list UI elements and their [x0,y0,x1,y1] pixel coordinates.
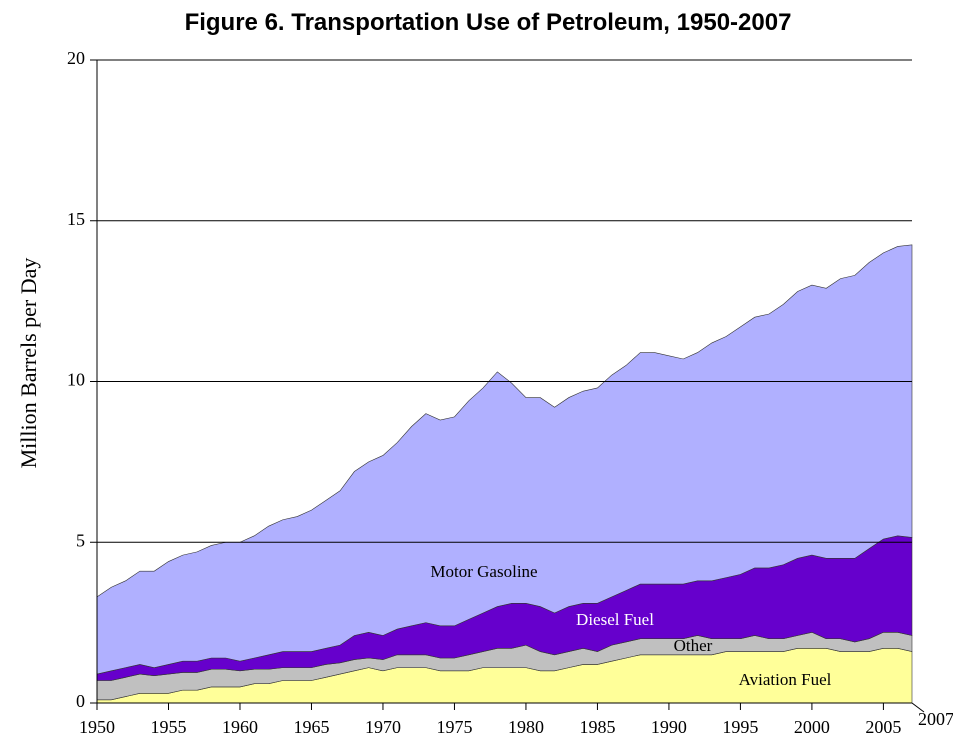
x-tick-label: 1995 [722,717,758,737]
x-tick-label: 1955 [150,717,186,737]
series-label: Motor Gasoline [430,562,537,581]
x-tick-label: 2000 [794,717,830,737]
y-tick-label: 20 [67,48,85,68]
x-tick-label: 1970 [365,717,401,737]
x-tick-label: 2007 [918,709,953,729]
x-tick-label: 1960 [222,717,258,737]
x-tick-label: 2005 [865,717,901,737]
x-tick-label: 1985 [579,717,615,737]
y-tick-label: 5 [76,530,85,550]
x-tick-label: 1990 [651,717,687,737]
area [96,244,913,675]
x-tick [911,702,925,713]
series-label: Diesel Fuel [576,610,654,629]
x-tick-label: 1965 [293,717,329,737]
series-label: Aviation Fuel [739,670,832,689]
x-tick-label: 1980 [508,717,544,737]
y-tick-label: 0 [76,691,85,711]
y-axis-label: Million Barrels per Day [16,258,41,469]
y-tick-label: 15 [67,209,85,229]
series-label: Other [674,636,713,655]
x-tick-label: 1950 [79,717,115,737]
x-tick-label: 1975 [436,717,472,737]
chart-title: Figure 6. Transportation Use of Petroleu… [185,9,792,36]
y-tick-label: 10 [67,370,85,390]
